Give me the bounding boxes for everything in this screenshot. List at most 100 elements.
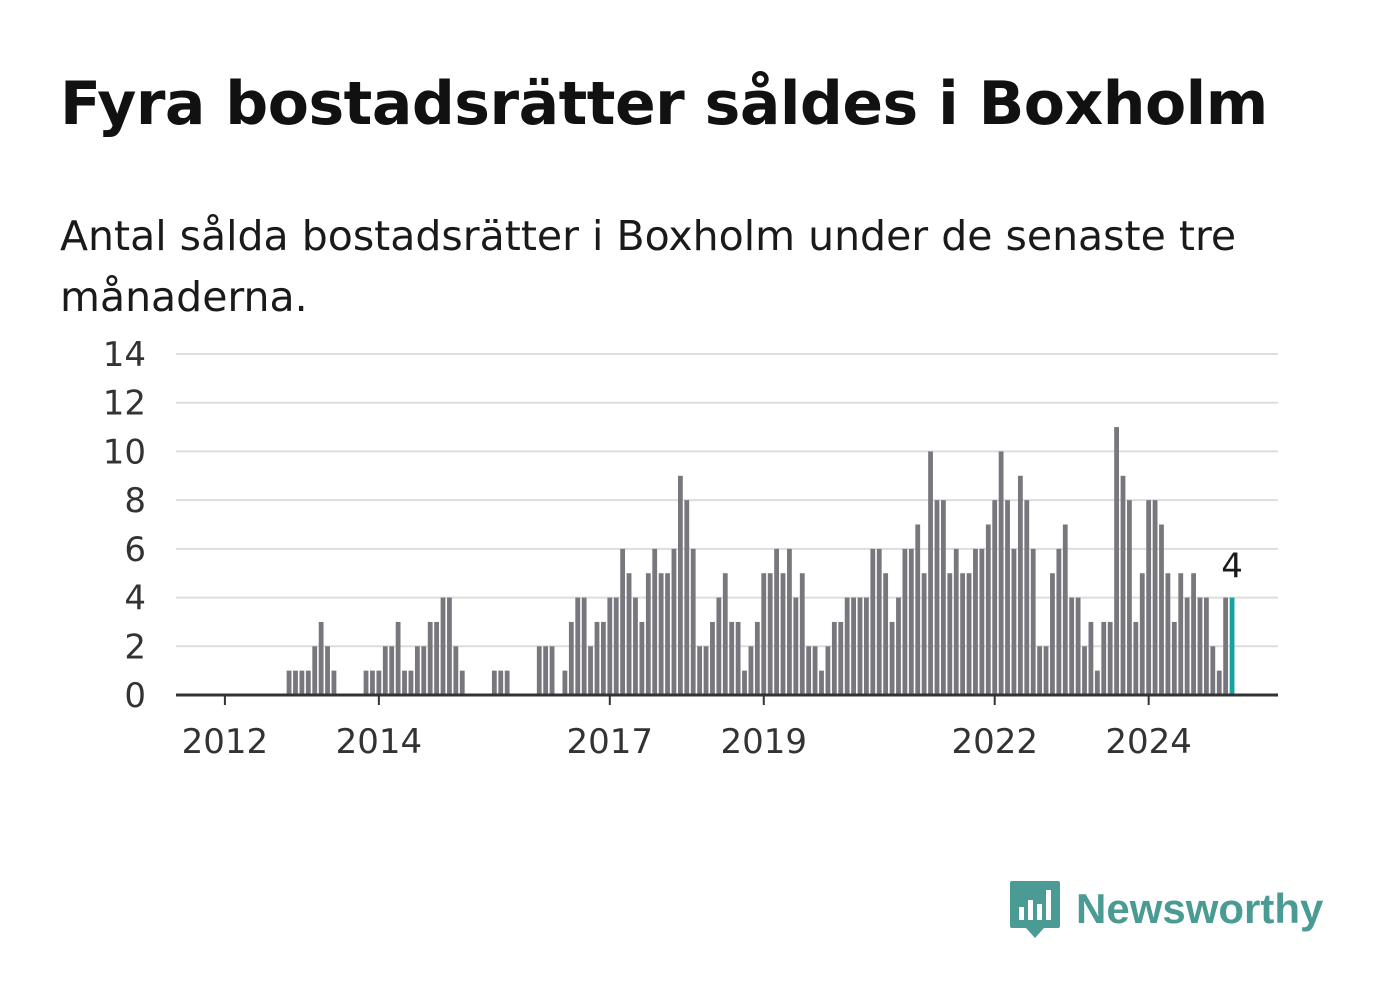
bar (992, 500, 998, 695)
bar (870, 548, 876, 695)
bar (645, 573, 651, 695)
bar (325, 646, 330, 695)
bar (491, 670, 497, 695)
bar (774, 548, 779, 695)
bar (1062, 524, 1068, 695)
bar (889, 621, 895, 695)
bar (665, 573, 670, 695)
bar (1184, 597, 1190, 695)
bar (1165, 573, 1171, 695)
bar (1152, 500, 1158, 695)
bar (318, 621, 324, 695)
bar (896, 597, 901, 695)
bar (607, 597, 613, 695)
bar (1191, 573, 1196, 695)
bar (568, 621, 574, 695)
chart-subtitle: Antal sålda bostadsrätter i Boxholm unde… (60, 212, 1237, 321)
bar (421, 646, 427, 695)
bar (742, 670, 747, 695)
bar (1133, 621, 1139, 695)
bar (883, 573, 889, 695)
bar (376, 670, 382, 695)
bar (293, 670, 298, 695)
bar (671, 548, 677, 695)
bar (838, 621, 844, 695)
y-tick-label: 0 (124, 676, 146, 716)
bar (1017, 475, 1023, 695)
bar (793, 597, 799, 695)
bar (613, 597, 619, 695)
bar (857, 597, 863, 695)
bar (1204, 597, 1209, 695)
bar (600, 621, 606, 695)
bar (633, 597, 638, 695)
x-tick-label: 2024 (1105, 722, 1192, 762)
bar (998, 451, 1004, 695)
bar (414, 646, 420, 695)
bar (915, 524, 921, 695)
bar (960, 573, 966, 695)
bar (947, 573, 953, 695)
bar (331, 670, 337, 695)
x-tick-label: 2019 (720, 722, 807, 762)
bar (864, 597, 869, 695)
bar (427, 621, 433, 695)
x-tick-label: 2022 (951, 722, 1038, 762)
bar (312, 646, 318, 695)
bar (382, 646, 388, 695)
bar (677, 475, 683, 695)
y-tick-label: 14 (103, 335, 146, 375)
bar (985, 524, 991, 695)
bar-chart-speech-bubble-icon (1010, 881, 1060, 938)
bar (1050, 573, 1055, 695)
bar (722, 573, 728, 695)
y-tick-label: 12 (103, 384, 146, 424)
bar (1107, 621, 1113, 695)
bar (684, 500, 690, 695)
bars (286, 427, 1235, 695)
bar (921, 573, 927, 695)
bar (453, 646, 459, 695)
bar (940, 500, 946, 695)
bar (697, 646, 703, 695)
bar (748, 646, 754, 695)
bar (754, 621, 760, 695)
bar (447, 597, 452, 695)
bar (549, 646, 555, 695)
bar (767, 573, 773, 695)
bar (1127, 500, 1132, 695)
bar (402, 670, 407, 695)
bar (806, 646, 812, 695)
y-tick-label: 4 (124, 579, 146, 619)
bar (787, 548, 792, 695)
y-tick-label: 8 (124, 481, 146, 521)
bar (812, 646, 818, 695)
bar (876, 548, 882, 695)
bar (934, 500, 940, 695)
bar (1069, 597, 1075, 695)
bar (831, 621, 837, 695)
bar (1197, 597, 1203, 695)
bar (902, 548, 908, 695)
bar (363, 670, 369, 695)
bar (979, 548, 985, 695)
bar (434, 621, 439, 695)
bar (408, 670, 414, 695)
bar (966, 573, 972, 695)
bar (973, 548, 978, 695)
y-tick-label: 10 (103, 432, 146, 472)
bar (690, 548, 696, 695)
bar (286, 670, 292, 695)
grid-lines (176, 353, 1278, 648)
bar (1088, 621, 1094, 695)
y-tick-label: 2 (124, 627, 146, 667)
bar (536, 646, 542, 695)
brand-name: Newsworthy (1076, 885, 1324, 932)
bar (1024, 500, 1030, 695)
axes: 0 2 4 6 8 10 12 14 2012 2014 2017 2019 2022 2024 (103, 335, 1278, 762)
bar (1043, 646, 1049, 695)
bar (729, 621, 735, 695)
bar (908, 548, 914, 695)
bar (562, 670, 568, 695)
bar (1082, 646, 1087, 695)
